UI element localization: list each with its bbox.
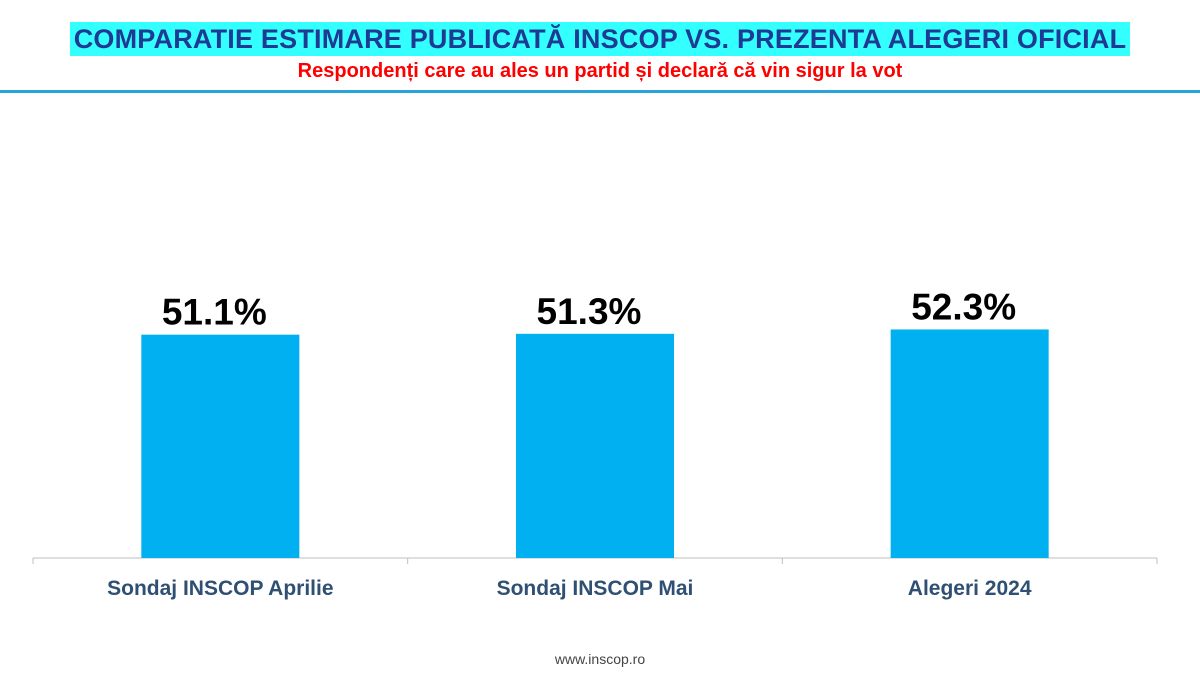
data-label: 51.1% <box>162 292 267 333</box>
category-label: Sondaj INSCOP Mai <box>497 577 694 600</box>
chart-title: COMPARATIE ESTIMARE PUBLICATĂ INSCOP VS.… <box>69 22 1131 56</box>
bar <box>141 334 300 558</box>
footer-url: www.inscop.ro <box>554 651 646 667</box>
chart-subtitle: Respondenți care au ales un partid și de… <box>297 60 903 82</box>
category-label: Sondaj INSCOP Aprilie <box>107 577 333 600</box>
category-label: Alegeri 2024 <box>908 577 1032 600</box>
data-label: 51.3% <box>537 291 642 332</box>
data-label: 52.3% <box>911 286 1016 327</box>
bar <box>516 333 674 558</box>
header-divider <box>0 90 1200 93</box>
bar <box>890 329 1049 558</box>
